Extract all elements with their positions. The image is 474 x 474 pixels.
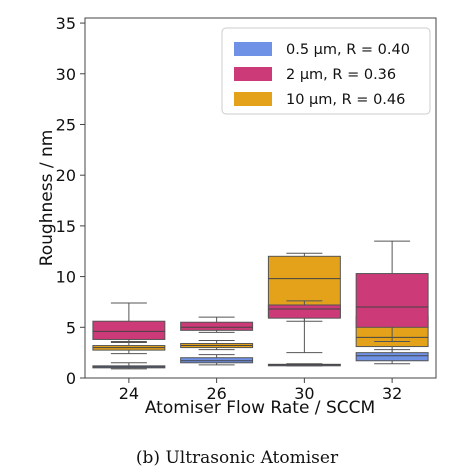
box-group: [267, 300, 341, 322]
legend-swatch: [234, 67, 272, 81]
box-group: [267, 363, 341, 367]
legend-label: 10 μm, R = 0.46: [286, 92, 405, 108]
box-group: [355, 349, 429, 365]
y-tick-label: 20: [56, 166, 76, 185]
y-tick-label: 10: [56, 268, 76, 287]
y-tick-label: 15: [56, 217, 76, 236]
legend-label: 0.5 μm, R = 0.40: [286, 42, 410, 58]
box-group: [92, 342, 166, 355]
legend-swatch: [234, 42, 272, 56]
y-tick-label: 35: [56, 14, 76, 33]
box-group: [180, 316, 254, 333]
x-tick-label: 26: [206, 384, 226, 403]
box: [92, 320, 166, 340]
legend-label: 2 μm, R = 0.36: [286, 67, 396, 83]
y-tick-label: 5: [66, 318, 76, 337]
box: [355, 352, 429, 362]
y-tick-label: 0: [66, 369, 76, 388]
figure-caption: (b) Ultrasonic Atomiser: [135, 448, 339, 468]
box-group: [355, 240, 429, 342]
y-tick-label: 25: [56, 115, 76, 134]
box-group: [92, 302, 166, 342]
plot-frame: [84, 17, 437, 379]
box: [180, 321, 254, 331]
box-group: [180, 339, 254, 351]
x-axis-label: Atomiser Flow Rate / SCCM: [145, 398, 375, 418]
x-tick-label: 24: [119, 384, 139, 403]
legend: 0.5 μm, R = 0.40 2 μm, R = 0.36 10 μm, R =…: [221, 27, 431, 115]
x-tick-label: 30: [294, 384, 314, 403]
x-axis: 24 26 30 32: [119, 378, 402, 403]
legend-box: [221, 27, 431, 115]
y-axis-label: Roughness / nm: [37, 130, 57, 267]
legend-swatch: [234, 92, 272, 106]
box-group: [180, 354, 254, 366]
y-axis: 0 5 10 15 20 25 30 35: [56, 14, 85, 388]
plot-area: [92, 240, 429, 370]
y-tick-label: 30: [56, 65, 76, 84]
box: [355, 273, 429, 328]
box: [267, 304, 341, 319]
box-group: [92, 362, 166, 370]
box: [180, 357, 254, 364]
x-tick-label: 32: [382, 384, 402, 403]
